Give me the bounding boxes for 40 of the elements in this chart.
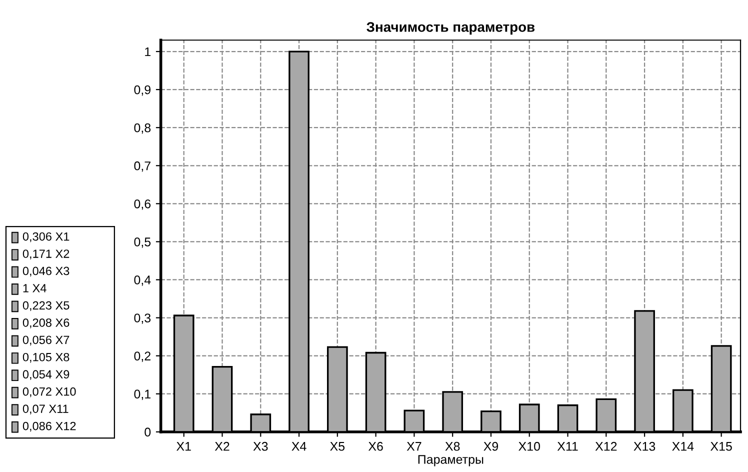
text: 0,171 X2 (22, 250, 70, 260)
text: 0,223 X5 (22, 301, 70, 312)
y-tick-label: 0,7 (134, 161, 150, 172)
x-tick-label: X3 (253, 442, 268, 451)
x-tick-label: X4 (292, 442, 306, 451)
x-tick-label: X2 (214, 442, 230, 451)
text: 0,056 X7 (22, 336, 70, 346)
x-tick-label: X15 (710, 442, 732, 451)
text: 0,07 X11 (22, 404, 68, 414)
y-tick-label: 0,3 (134, 314, 151, 324)
x-tick-label: X8 (445, 442, 460, 451)
x-tick-label: X9 (484, 442, 498, 451)
x-tick-label: X11 (557, 442, 578, 451)
text: 0,054 X9 (22, 370, 70, 380)
text: 0,105 X8 (22, 352, 70, 363)
text: 0,072 X10 (22, 387, 76, 398)
x-tick-label: X13 (634, 442, 656, 451)
y-tick-label: 1 (145, 47, 150, 56)
y-tick-label: 0,6 (134, 199, 151, 210)
y-tick-label: 0,5 (134, 238, 151, 248)
x-tick-label: X12 (595, 442, 617, 451)
y-tick-label: 0,9 (134, 85, 151, 96)
text: 1 X4 (23, 284, 46, 292)
y-tick-label: 0 (144, 428, 151, 437)
text: 0,208 X6 (22, 318, 70, 328)
x-tick-label: X14 (672, 442, 694, 451)
x-tick-label: X5 (330, 442, 345, 451)
x-tick-label: X10 (518, 442, 540, 451)
y-tick-label: 0,4 (134, 276, 151, 286)
y-tick-label: 0,8 (134, 123, 151, 134)
x-tick-label: X7 (406, 442, 422, 451)
y-tick-label: 0,2 (134, 352, 150, 362)
x-tick-label: X6 (368, 442, 383, 451)
x-tick-label: X1 (176, 442, 191, 451)
text: 0,046 X3 (22, 266, 70, 277)
text: 0,086 X12 (22, 422, 76, 432)
x-axis-title: Параметры (418, 455, 484, 466)
chart-title: Значимость параметров (366, 22, 535, 35)
text: 0,306 X1 (22, 232, 70, 242)
y-tick-label: 0,1 (134, 390, 150, 400)
